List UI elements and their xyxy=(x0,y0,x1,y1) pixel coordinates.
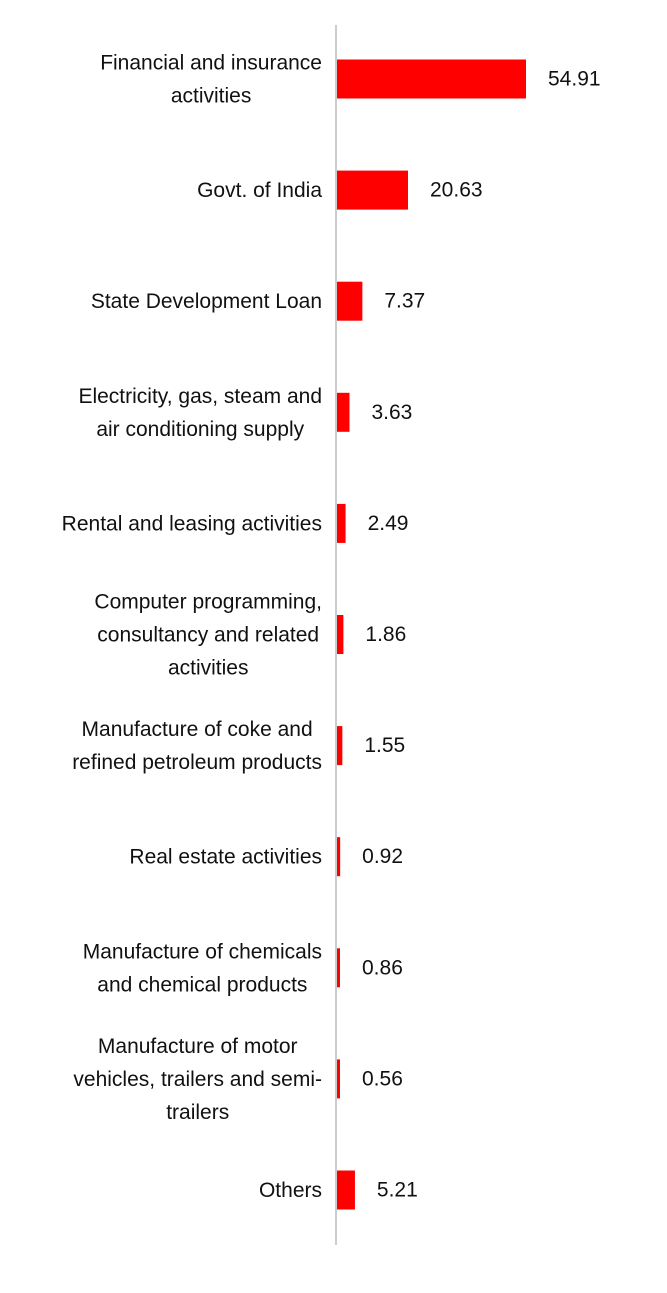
bar xyxy=(337,615,344,654)
bar xyxy=(337,1059,340,1099)
value-label: 1.86 xyxy=(365,623,406,646)
category-label: Others xyxy=(259,1179,322,1202)
value-label: 0.56 xyxy=(362,1067,403,1090)
category-label: Computer programming, consultancy and rel… xyxy=(94,590,322,679)
bar xyxy=(337,503,346,543)
bar xyxy=(337,392,350,432)
category-label: Financial and insurance activities xyxy=(100,51,322,107)
category-label: Manufacture of motor vehicles, trailers a… xyxy=(73,1034,322,1123)
category-label-line: air conditioning supply xyxy=(96,417,304,440)
bar xyxy=(337,59,526,99)
category-label: Electricity, gas, steam and air condition… xyxy=(78,384,322,440)
category-label: Manufacture of coke and refined petroleum… xyxy=(72,718,322,774)
category-label-line: vehicles, trailers and semi- xyxy=(73,1067,322,1090)
category-label-line: Electricity, gas, steam and xyxy=(78,384,322,407)
value-label: 0.86 xyxy=(362,956,403,979)
bars-group xyxy=(337,59,526,1210)
value-label: 1.55 xyxy=(364,734,405,757)
category-label-line: Financial and insurance xyxy=(100,51,322,74)
category-label-line: consultancy and related xyxy=(97,623,319,646)
value-label: 5.21 xyxy=(377,1179,418,1202)
category-label: Real estate activities xyxy=(129,845,322,868)
category-label-line: Rental and leasing activities xyxy=(62,512,322,535)
category-label-line: refined petroleum products xyxy=(72,751,322,774)
category-label-line: activities xyxy=(171,84,252,107)
value-labels-group: 54.91 20.63 7.37 3.63 2.49 1.86 1.55 0.92 0.86 0.… xyxy=(362,68,601,1202)
category-label-line: Manufacture of motor xyxy=(98,1034,298,1057)
category-label-line: Computer programming, xyxy=(94,590,322,613)
category-label-line: State Development Loan xyxy=(91,290,322,313)
value-label: 3.63 xyxy=(371,401,412,424)
value-label: 54.91 xyxy=(548,68,601,91)
category-label: State Development Loan xyxy=(91,290,322,313)
category-label-line: Real estate activities xyxy=(129,845,322,868)
category-label-line: Manufacture of chemicals xyxy=(83,940,322,963)
value-label: 0.92 xyxy=(362,845,403,868)
bar xyxy=(337,1170,355,1210)
category-label: Govt. of India xyxy=(197,179,322,202)
bar xyxy=(337,726,343,766)
category-label: Manufacture of chemicals and chemical pro… xyxy=(83,940,322,996)
value-label: 2.49 xyxy=(368,512,409,535)
value-label: 20.63 xyxy=(430,179,483,202)
bar xyxy=(337,170,409,210)
category-label-line: Govt. of India xyxy=(197,179,322,202)
category-label-line: activities xyxy=(168,656,249,679)
category-label-line: and chemical products xyxy=(97,973,307,996)
bar xyxy=(337,281,363,321)
category-label: Rental and leasing activities xyxy=(62,512,322,535)
bar xyxy=(337,837,341,877)
category-label-line: Manufacture of coke and xyxy=(82,718,313,741)
bar xyxy=(337,948,340,988)
category-label-line: trailers xyxy=(166,1100,229,1123)
value-label: 7.37 xyxy=(384,290,425,313)
category-labels-group: Financial and insurance activities Govt. o… xyxy=(62,51,323,1202)
category-label-line: Others xyxy=(259,1179,322,1202)
